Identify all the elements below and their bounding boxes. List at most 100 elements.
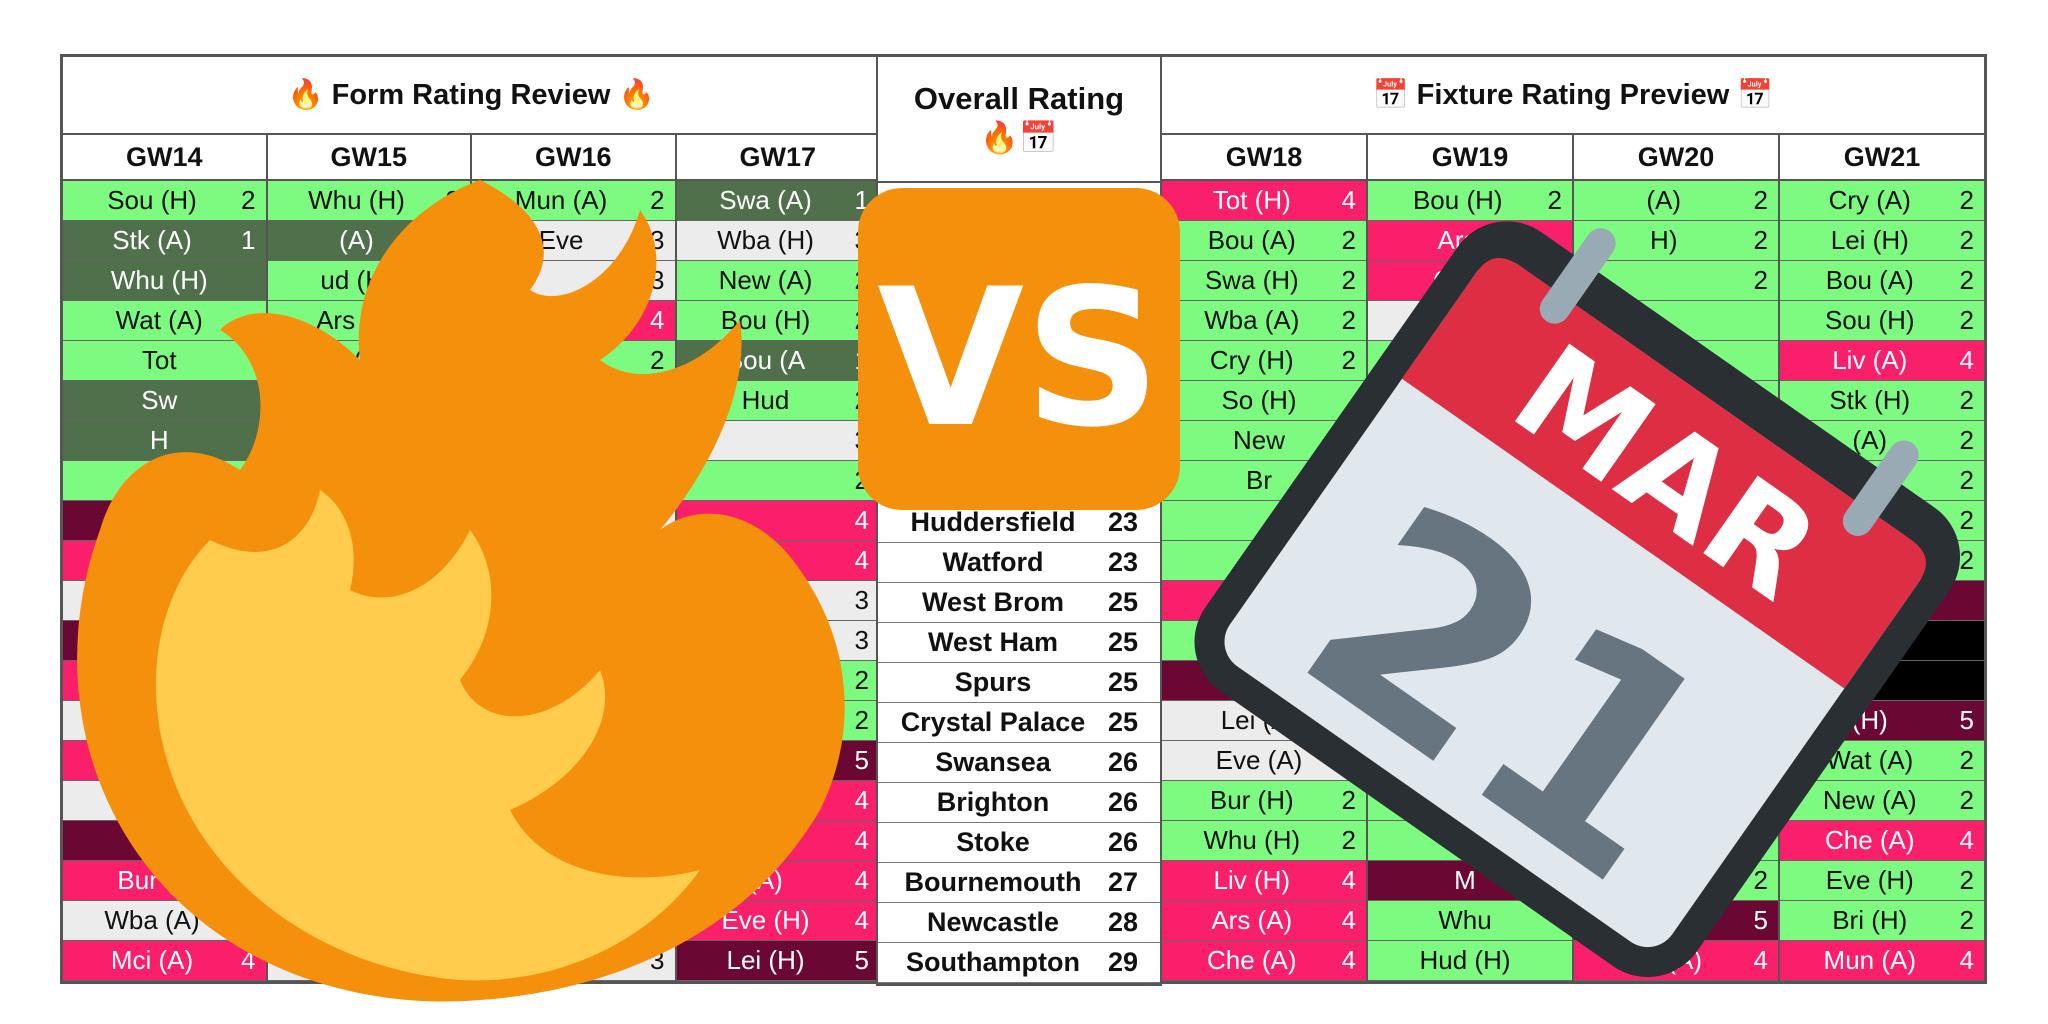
overall-row: West Brom 25: [878, 583, 1160, 623]
team-overall-rating: 23: [1108, 547, 1139, 577]
fixture-rating: 2: [854, 665, 869, 695]
team-name: Crystal Palace: [900, 707, 1086, 737]
team-overall-rating: 25: [1108, 587, 1139, 617]
fixture-cell: Sou (H) 2: [63, 181, 266, 221]
fixture-label: Eve: [538, 225, 584, 255]
fixture-cell: Tot: [63, 341, 266, 381]
fixture-cell: Swa (H) 2: [1162, 261, 1366, 301]
fixture-rating: 5: [1753, 905, 1768, 935]
fixture-rating: 4: [1341, 865, 1356, 895]
team-name: Stoke: [956, 827, 1030, 857]
fixture-label: Wba (A): [1204, 305, 1300, 335]
fixture-label: Liv (A): [1832, 345, 1908, 375]
fixture-rating: 4: [854, 825, 869, 855]
team-overall-rating: 26: [1108, 747, 1139, 777]
fixture-label: Tot: [141, 345, 177, 375]
fixture-rating: 2: [1959, 225, 1974, 255]
fixture-label: (A): [1646, 185, 1682, 215]
fixture-cell: Whu (H)2: [1162, 821, 1366, 861]
fixture-label: Bou (A): [1207, 225, 1296, 255]
gameweek-header: GW16: [470, 135, 675, 179]
fixture-cell: 2: [676, 461, 879, 501]
team-overall-rating: 26: [1108, 827, 1139, 857]
fixture-preview-title: 📅 Fixture Rating Preview 📅: [1162, 57, 1984, 135]
fixture-cell: Che (A) 4: [1162, 941, 1366, 981]
fixture-cell: Bou (A) 2: [1780, 261, 1984, 301]
fixture-rating: 2: [1959, 785, 1974, 815]
fixture-rating: 2: [1959, 425, 1974, 455]
fixture-cell: (A) 2: [1574, 181, 1778, 221]
fire-icon: [77, 180, 845, 1002]
fixture-rating: 2: [1753, 225, 1768, 255]
fixture-label: Mci (A): [110, 945, 194, 975]
fixture-rating: 2: [854, 705, 869, 735]
overall-row: Crystal Palace 25: [878, 703, 1160, 743]
fixture-cell: Whu: [1368, 901, 1572, 941]
fixture-rating: 2: [1341, 265, 1356, 295]
fixture-gameweek-header: GW18 GW19 GW20 GW21: [1162, 135, 1984, 181]
fixture-label: So (H): [1221, 385, 1297, 415]
fixture-cell: Stk (A) 1: [63, 221, 266, 261]
fixture-rating: 2: [1341, 305, 1356, 335]
gameweek-header: GW21: [1778, 135, 1984, 179]
fixture-rating: 2: [1753, 265, 1768, 295]
fixture-label: H): [1650, 225, 1678, 255]
fixture-cell: Mci (A) 4: [63, 941, 266, 981]
calendar-emoji-icon: 📅: [1372, 79, 1409, 111]
fixture-rating: 2: [1753, 865, 1768, 895]
fixture-label: Sou (H): [1824, 305, 1915, 335]
fixture-rating: 2: [1959, 305, 1974, 335]
fixture-label: Wat (A): [1826, 745, 1914, 775]
fixture-label: Sou (H): [107, 185, 197, 215]
fixture-rating: 5: [854, 745, 869, 775]
fixture-label: Hud (H): [1419, 945, 1511, 975]
overall-row: Watford 23: [878, 543, 1160, 583]
fixture-cell: Hud (H): [1368, 941, 1572, 981]
team-overall-rating: 29: [1108, 947, 1139, 977]
fixture-label: (A): [1852, 425, 1888, 455]
fixture-cell: Sw: [63, 381, 266, 421]
fixture-label: Eve (H): [1825, 865, 1914, 895]
fixture-label: Che (A): [1824, 825, 1915, 855]
fire-calendar-emoji-icon: 🔥📅: [980, 120, 1058, 155]
fixture-label: Cry (H): [1209, 345, 1294, 375]
fixture-label: Bri (H): [1832, 905, 1908, 935]
fixture-rating: 4: [854, 785, 869, 815]
form-review-title-text: Form Rating Review: [331, 78, 611, 111]
fixture-rating: 4: [1341, 185, 1356, 215]
fire-emoji-icon: 🔥: [618, 79, 655, 111]
team-name: West Brom: [921, 587, 1065, 617]
fixture-rating: 2: [1547, 185, 1562, 215]
vs-badge-text: VS: [877, 248, 1161, 469]
fixture-cell: Whu (H)2: [267, 181, 470, 221]
team-overall-rating: 25: [1108, 667, 1139, 697]
fixture-cell: Stk (H) 2: [1780, 381, 1984, 421]
fixture-rating: 1: [241, 225, 256, 255]
fixture-rating: 2: [650, 185, 665, 215]
fixture-rating: 3: [854, 625, 869, 655]
fixture-label: Lei (H): [726, 945, 805, 975]
fixture-rating: 2: [1959, 505, 1974, 535]
team-overall-rating: 25: [1108, 627, 1139, 657]
fixture-cell: So (H): [1162, 381, 1366, 421]
fixture-cell: Che (A) 4: [1780, 821, 1984, 861]
fixture-cell: New (A)2: [1780, 781, 1984, 821]
overall-row: Brighton 26: [878, 783, 1160, 823]
fixture-label: Eve (H): [721, 905, 810, 935]
fixture-cell: New (A)2: [676, 261, 879, 301]
fixture-label: Swa (H): [1204, 265, 1299, 295]
fixture-label: Stk (H): [1829, 385, 1911, 415]
fixture-label: Sw: [141, 385, 178, 415]
fixture-cell: Liv (H) 4: [1162, 861, 1366, 901]
fixture-label: Whu (H): [308, 185, 405, 215]
overall-row: Huddersfield 23: [878, 503, 1160, 543]
fixture-rating: 2: [1959, 865, 1974, 895]
fixture-rating: 2: [1959, 265, 1974, 295]
fixture-rating: 2: [1959, 385, 1974, 415]
fixture-label: Mun (A): [1823, 945, 1916, 975]
fixture-rating: 2: [1959, 745, 1974, 775]
fixture-cell: Bou (A) 2: [1162, 221, 1366, 261]
calendar-emoji-icon: 📅: [1737, 79, 1774, 111]
team-overall-rating: 27: [1108, 867, 1139, 897]
fixture-label: Che (A): [1206, 945, 1297, 975]
